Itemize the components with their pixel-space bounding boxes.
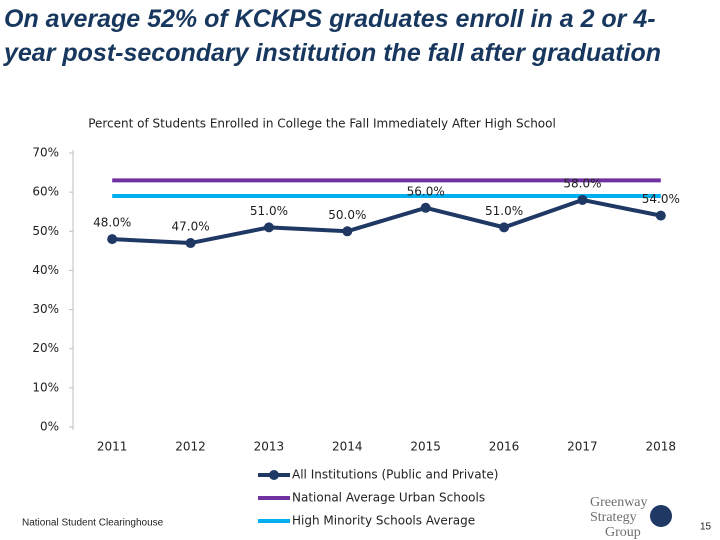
x-tick-label: 2018: [646, 440, 677, 454]
data-label: 51.0%: [485, 204, 523, 218]
x-tick-label: 2017: [567, 440, 598, 454]
data-label: 56.0%: [407, 184, 445, 198]
chart-title: Percent of Students Enrolled in College …: [88, 117, 556, 131]
point: [577, 194, 588, 205]
legend-marker: [269, 470, 279, 480]
logo-text: Greenway: [590, 495, 648, 510]
data-label: 54.0%: [642, 192, 680, 206]
data-label: 51.0%: [250, 204, 288, 218]
y-tick-label: 20%: [32, 341, 59, 355]
point: [420, 202, 431, 213]
y-tick-label: 10%: [32, 380, 59, 394]
y-tick-label: 60%: [32, 185, 59, 199]
data-label: 48.0%: [93, 216, 131, 230]
x-tick-label: 2011: [97, 440, 128, 454]
x-tick-label: 2012: [175, 440, 206, 454]
logo-text: Strategy: [590, 510, 637, 525]
logo-text: Group: [605, 525, 641, 540]
source: National Student Clearinghouse: [22, 518, 164, 529]
x-tick-label: 2016: [489, 440, 520, 454]
y-tick-label: 40%: [32, 263, 59, 277]
y-tick-label: 30%: [32, 302, 59, 316]
point: [107, 234, 118, 245]
data-label: 58.0%: [563, 176, 601, 190]
point: [499, 222, 510, 233]
point: [185, 238, 196, 249]
point: [263, 222, 274, 233]
legend-label: National Average Urban Schools: [292, 491, 485, 505]
x-tick-label: 2014: [332, 440, 363, 454]
legend-label: All Institutions (Public and Private): [292, 468, 498, 482]
data-label: 50.0%: [328, 208, 366, 222]
data-label: 47.0%: [172, 220, 210, 234]
page-number: 15: [700, 522, 712, 533]
slide-title: On average 52% of KCKPS graduates enroll…: [4, 5, 662, 67]
x-tick-label: 2013: [254, 440, 285, 454]
point: [342, 226, 353, 237]
legend-label: High Minority Schools Average: [292, 514, 475, 528]
series-line: [112, 197, 662, 246]
x-tick-label: 2015: [410, 440, 441, 454]
point: [655, 210, 666, 221]
y-tick-label: 50%: [32, 224, 59, 238]
logo-mark: [650, 505, 672, 527]
y-tick-label: 70%: [32, 146, 59, 160]
y-tick-label: 0%: [40, 420, 59, 434]
